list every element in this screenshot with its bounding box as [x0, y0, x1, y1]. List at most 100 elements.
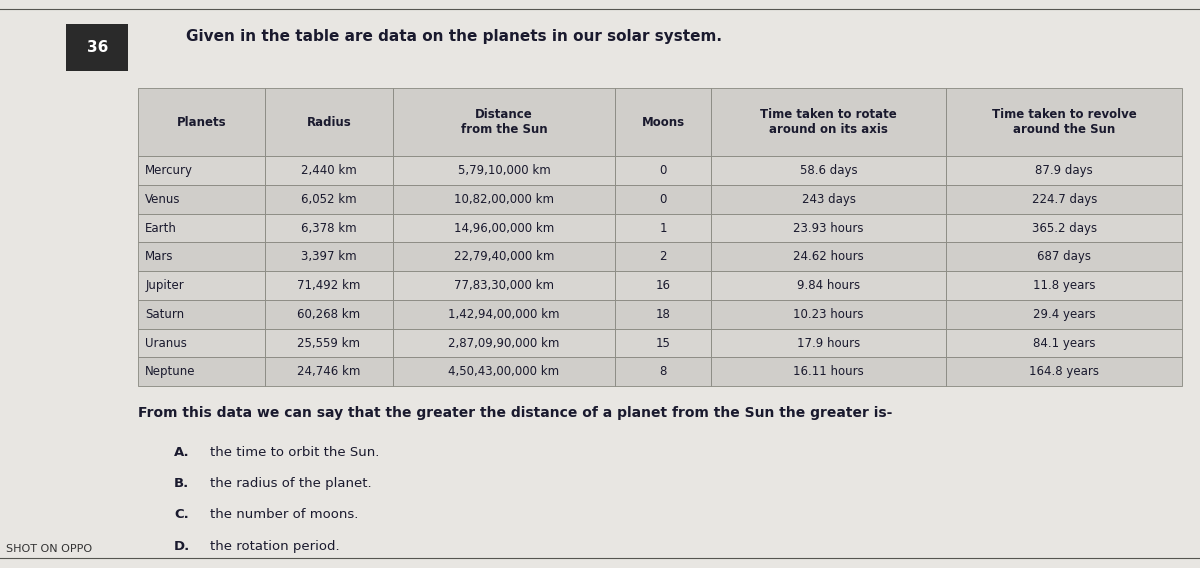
Text: Planets: Planets — [176, 116, 227, 128]
Bar — [947, 214, 1182, 243]
Bar — [710, 243, 947, 272]
Bar — [265, 243, 392, 272]
Text: Mercury: Mercury — [145, 164, 193, 177]
Bar — [616, 185, 710, 214]
Bar — [138, 300, 265, 329]
Text: 4,50,43,00,000 km: 4,50,43,00,000 km — [449, 365, 559, 378]
Bar — [616, 300, 710, 329]
Bar — [710, 88, 947, 156]
Text: 23.93 hours: 23.93 hours — [793, 222, 864, 235]
Bar — [947, 185, 1182, 214]
Text: 0: 0 — [660, 193, 667, 206]
Text: 10.23 hours: 10.23 hours — [793, 308, 864, 321]
Bar — [392, 156, 616, 185]
Text: 16.11 hours: 16.11 hours — [793, 365, 864, 378]
Text: 1,42,94,00,000 km: 1,42,94,00,000 km — [449, 308, 559, 321]
Bar — [947, 88, 1182, 156]
Bar — [710, 329, 947, 357]
Bar — [265, 300, 392, 329]
Bar — [947, 357, 1182, 386]
Bar — [392, 357, 616, 386]
Bar — [710, 156, 947, 185]
Bar — [138, 156, 265, 185]
Text: 164.8 years: 164.8 years — [1030, 365, 1099, 378]
Bar — [947, 156, 1182, 185]
Text: 224.7 days: 224.7 days — [1032, 193, 1097, 206]
Text: C.: C. — [174, 508, 188, 521]
Text: Time taken to rotate
around on its axis: Time taken to rotate around on its axis — [761, 108, 898, 136]
Text: B.: B. — [174, 477, 190, 490]
Text: 10,82,00,000 km: 10,82,00,000 km — [454, 193, 554, 206]
Text: Distance
from the Sun: Distance from the Sun — [461, 108, 547, 136]
Bar — [265, 214, 392, 243]
Text: 29.4 years: 29.4 years — [1033, 308, 1096, 321]
Text: 9.84 hours: 9.84 hours — [797, 279, 860, 292]
Text: 243 days: 243 days — [802, 193, 856, 206]
Text: 17.9 hours: 17.9 hours — [797, 337, 860, 350]
Text: D.: D. — [174, 540, 191, 553]
Bar — [138, 357, 265, 386]
Bar — [616, 88, 710, 156]
Bar — [265, 329, 392, 357]
Text: 24,746 km: 24,746 km — [298, 365, 361, 378]
Text: Radius: Radius — [307, 116, 352, 128]
Bar — [710, 185, 947, 214]
Bar — [392, 329, 616, 357]
Text: the time to orbit the Sun.: the time to orbit the Sun. — [210, 446, 379, 459]
Bar — [138, 272, 265, 300]
Text: SHOT ON OPPO: SHOT ON OPPO — [6, 544, 92, 554]
Bar — [265, 88, 392, 156]
Bar — [392, 300, 616, 329]
Bar — [392, 185, 616, 214]
Text: 0: 0 — [660, 164, 667, 177]
Bar — [138, 185, 265, 214]
Bar — [392, 214, 616, 243]
Text: 58.6 days: 58.6 days — [800, 164, 858, 177]
Text: 84.1 years: 84.1 years — [1033, 337, 1096, 350]
Bar — [265, 357, 392, 386]
Text: the number of moons.: the number of moons. — [210, 508, 359, 521]
Bar — [710, 214, 947, 243]
Text: 60,268 km: 60,268 km — [298, 308, 360, 321]
Text: 1: 1 — [660, 222, 667, 235]
Bar — [392, 243, 616, 272]
Text: 5,79,10,000 km: 5,79,10,000 km — [457, 164, 551, 177]
Text: 24.62 hours: 24.62 hours — [793, 250, 864, 264]
Text: A.: A. — [174, 446, 190, 459]
Bar — [265, 185, 392, 214]
Bar — [710, 300, 947, 329]
Text: Uranus: Uranus — [145, 337, 187, 350]
Text: 6,052 km: 6,052 km — [301, 193, 356, 206]
Text: Jupiter: Jupiter — [145, 279, 184, 292]
Bar — [710, 357, 947, 386]
FancyBboxPatch shape — [66, 24, 128, 71]
Text: 15: 15 — [655, 337, 671, 350]
Text: Given in the table are data on the planets in our solar system.: Given in the table are data on the plane… — [186, 30, 722, 44]
Text: Earth: Earth — [145, 222, 178, 235]
Bar — [138, 329, 265, 357]
Text: 365.2 days: 365.2 days — [1032, 222, 1097, 235]
Text: 6,378 km: 6,378 km — [301, 222, 356, 235]
Text: 2: 2 — [660, 250, 667, 264]
Text: 87.9 days: 87.9 days — [1036, 164, 1093, 177]
Bar — [947, 243, 1182, 272]
Text: 36: 36 — [86, 40, 108, 55]
Text: 8: 8 — [660, 365, 667, 378]
Text: the radius of the planet.: the radius of the planet. — [210, 477, 372, 490]
Text: 22,79,40,000 km: 22,79,40,000 km — [454, 250, 554, 264]
Text: 18: 18 — [655, 308, 671, 321]
Text: Time taken to revolve
around the Sun: Time taken to revolve around the Sun — [992, 108, 1136, 136]
Text: 2,440 km: 2,440 km — [301, 164, 356, 177]
Bar — [947, 300, 1182, 329]
Text: 77,83,30,000 km: 77,83,30,000 km — [454, 279, 554, 292]
Text: 11.8 years: 11.8 years — [1033, 279, 1096, 292]
Bar — [616, 329, 710, 357]
Text: From this data we can say that the greater the distance of a planet from the Sun: From this data we can say that the great… — [138, 406, 893, 420]
Bar — [616, 243, 710, 272]
Bar — [138, 214, 265, 243]
Text: 687 days: 687 days — [1037, 250, 1091, 264]
Text: Moons: Moons — [642, 116, 685, 128]
Bar — [392, 272, 616, 300]
Text: 25,559 km: 25,559 km — [298, 337, 360, 350]
Text: Neptune: Neptune — [145, 365, 196, 378]
